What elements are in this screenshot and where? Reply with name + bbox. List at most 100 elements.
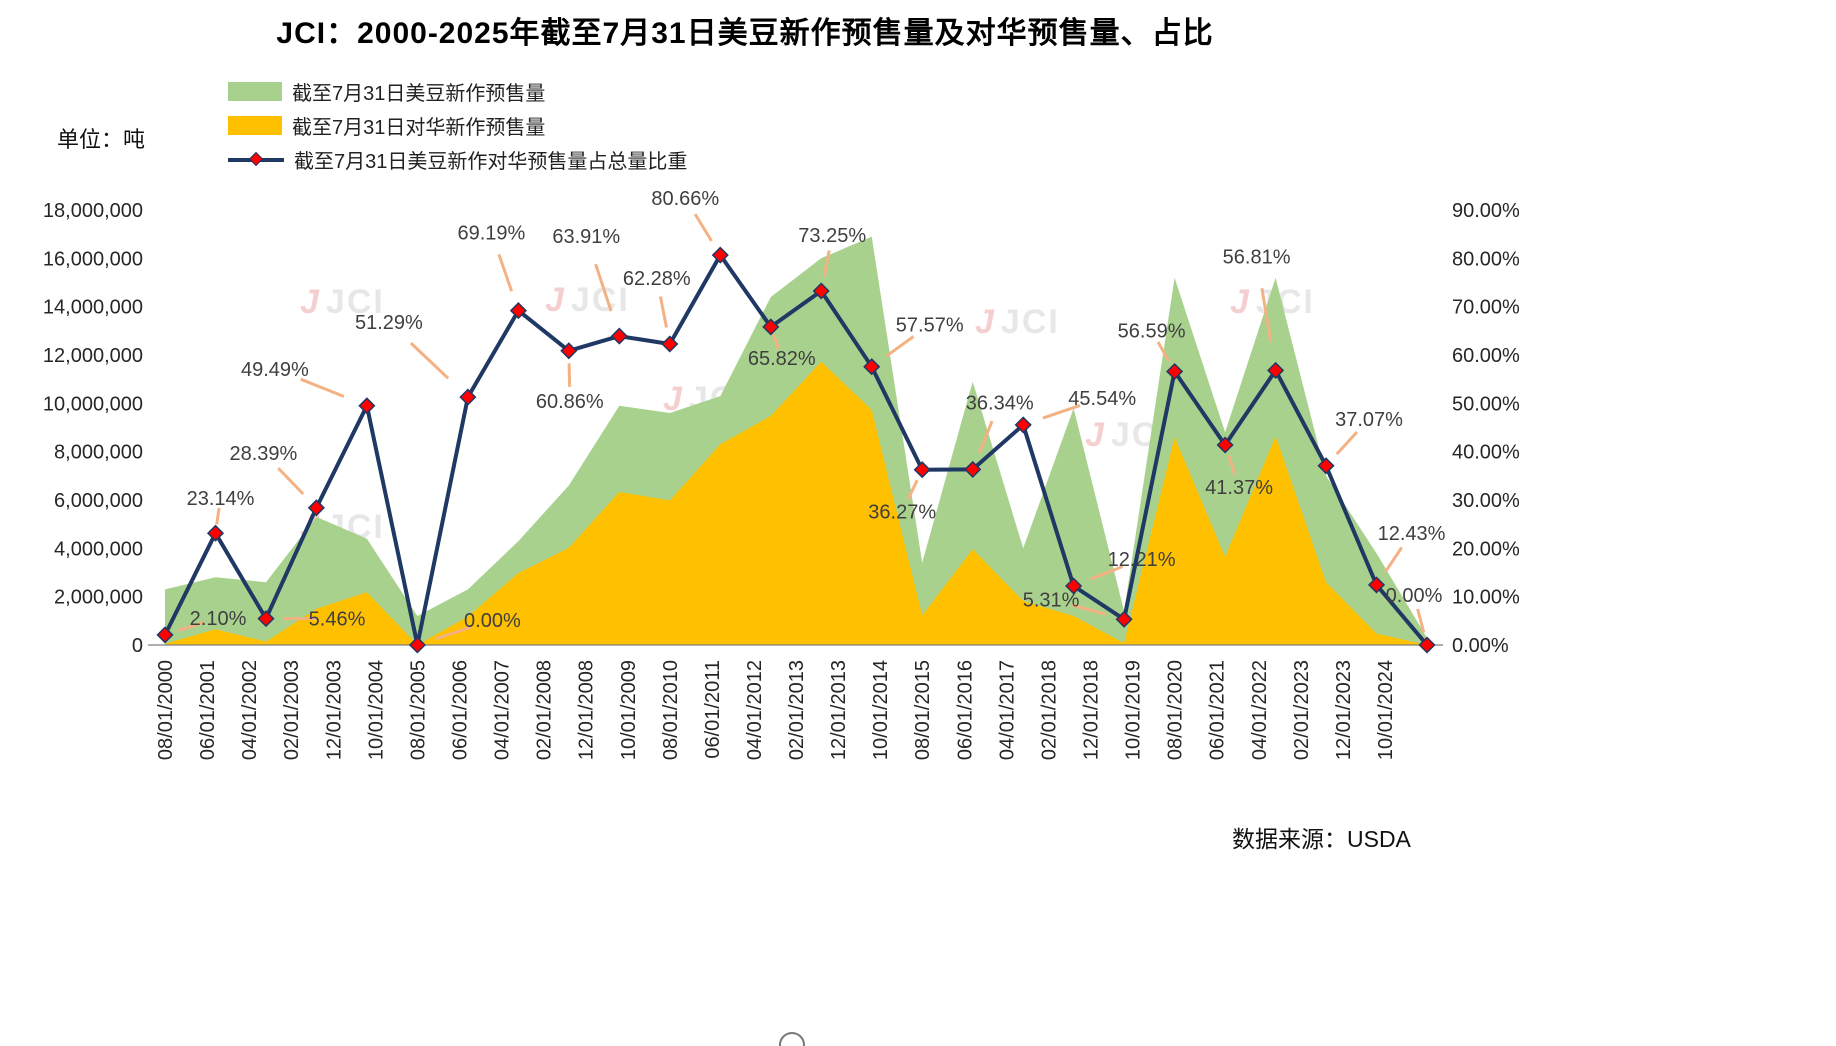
left-axis-tick-label: 14,000,000 xyxy=(43,297,143,319)
data-label-leader xyxy=(1071,603,1107,616)
data-label-leader xyxy=(277,467,305,496)
x-axis-tick-label: 04/01/2022 xyxy=(1249,660,1271,760)
watermark-text: JCI xyxy=(570,281,630,319)
data-label-leader xyxy=(1042,403,1081,420)
right-axis-tick-label: 50.00% xyxy=(1452,393,1520,415)
legend-swatch-china-presales xyxy=(228,116,282,135)
share-marker-diamond xyxy=(307,499,325,517)
right-axis-tick-label: 30.00% xyxy=(1452,490,1520,512)
x-axis-tick-label: 12/01/2018 xyxy=(1081,660,1103,760)
right-axis-tick-label: 60.00% xyxy=(1452,345,1520,367)
x-axis-tick-label: 06/01/2006 xyxy=(449,660,471,760)
watermark-text: JCI xyxy=(1000,303,1060,341)
x-axis-tick-label: 10/01/2019 xyxy=(1123,660,1145,760)
data-label-leader xyxy=(772,334,781,350)
data-label-leader xyxy=(1416,608,1426,633)
share-marker-diamond xyxy=(1367,576,1386,594)
data-label-leader xyxy=(300,377,345,398)
share-data-label: 51.29% xyxy=(355,312,423,334)
share-data-label: 60.86% xyxy=(536,391,604,413)
legend-label-total-presales: 截至7月31日美豆新作预售量 xyxy=(292,83,546,105)
share-marker-diamond xyxy=(1115,610,1133,628)
x-axis-tick-label: 02/01/2008 xyxy=(534,660,556,760)
data-label-leader xyxy=(1335,430,1359,456)
right-axis-tick-label: 90.00% xyxy=(1452,200,1520,222)
data-label-leader xyxy=(693,213,713,242)
share-data-label: 2.10% xyxy=(190,608,247,630)
share-marker-diamond xyxy=(206,524,225,542)
data-source-label: 数据来源：USDA xyxy=(1232,826,1411,852)
left-axis-tick-label: 6,000,000 xyxy=(54,490,143,512)
data-label-leader xyxy=(435,625,472,641)
watermark-j-icon: J xyxy=(1230,283,1251,321)
x-axis-tick-label: 12/01/2003 xyxy=(323,660,345,760)
x-axis-tick-label: 02/01/2018 xyxy=(1038,660,1060,760)
share-data-label: 28.39% xyxy=(229,443,297,465)
share-data-label: 36.34% xyxy=(966,392,1034,414)
legend-swatch-china-share xyxy=(228,150,284,169)
share-data-label: 36.27% xyxy=(868,502,936,524)
share-data-label: 65.82% xyxy=(748,348,816,370)
data-label-leader xyxy=(215,507,221,525)
right-axis-tick-label: 70.00% xyxy=(1452,297,1520,319)
share-marker-diamond xyxy=(1418,636,1436,654)
watermark-j-icon: J xyxy=(300,283,321,321)
share-marker-diamond xyxy=(1216,436,1234,454)
share-data-label: 0.00% xyxy=(464,610,521,632)
left-axis-tick-label: 0 xyxy=(132,635,143,657)
x-axis-tick-label: 06/01/2011 xyxy=(702,660,724,759)
share-marker-diamond xyxy=(913,461,931,479)
legend-label-china-presales: 截至7月31日对华新作预售量 xyxy=(292,117,546,139)
share-marker-diamond xyxy=(358,397,376,415)
share-data-label: 0.00% xyxy=(1386,585,1443,607)
right-axis-tick-label: 10.00% xyxy=(1452,587,1520,609)
x-axis-tick-label: 08/01/2015 xyxy=(912,660,934,760)
left-axis-tick-label: 4,000,000 xyxy=(54,538,143,560)
x-axis-tick-label: 02/01/2003 xyxy=(281,660,303,760)
x-axis-tick-label: 04/01/2002 xyxy=(239,660,261,760)
data-label-leader xyxy=(1156,341,1171,362)
legend-item-total-presales: 截至7月31日美豆新作预售量 xyxy=(228,78,687,105)
share-marker-diamond xyxy=(610,327,628,345)
share-data-label: 80.66% xyxy=(651,188,719,210)
x-axis-tick-label: 12/01/2013 xyxy=(828,660,850,760)
right-axis-tick-label: 40.00% xyxy=(1452,442,1520,464)
share-marker-diamond xyxy=(156,626,174,644)
share-marker-diamond xyxy=(762,318,780,336)
left-axis-tick-label: 16,000,000 xyxy=(43,248,143,270)
share-data-label: 37.07% xyxy=(1335,409,1403,431)
share-marker-diamond xyxy=(1267,361,1285,379)
data-label-leader xyxy=(1227,455,1237,476)
share-marker-diamond xyxy=(509,302,527,320)
chart-title: JCI：2000-2025年截至7月31日美豆新作预售量及对华预售量、占比 xyxy=(276,17,1214,50)
share-marker-diamond xyxy=(459,388,477,406)
watermark-text: JCI xyxy=(325,283,385,321)
share-data-label: 12.43% xyxy=(1378,523,1446,545)
share-marker-diamond xyxy=(1065,577,1083,595)
right-axis-tick-label: 20.00% xyxy=(1452,538,1520,560)
x-axis-tick-label: 02/01/2023 xyxy=(1291,660,1313,760)
x-axis-tick-label: 04/01/2007 xyxy=(492,660,514,760)
x-axis-tick-label: 08/01/2010 xyxy=(660,660,682,760)
watermark-j-icon: J xyxy=(975,303,996,341)
right-axis-tick-label: 0.00% xyxy=(1452,635,1509,657)
share-data-label: 56.59% xyxy=(1118,321,1186,343)
share-data-label: 69.19% xyxy=(457,223,525,245)
legend-swatch-total-presales xyxy=(228,82,282,101)
legend-item-china-presales: 截至7月31日对华新作预售量 xyxy=(228,112,687,139)
share-marker-diamond xyxy=(560,342,578,360)
right-axis-tick-label: 80.00% xyxy=(1452,248,1520,270)
data-label-leader xyxy=(978,420,994,454)
x-axis-tick-label: 06/01/2001 xyxy=(197,660,219,760)
share-marker-diamond xyxy=(1166,362,1184,381)
data-label-leader xyxy=(822,250,831,278)
share-marker-diamond xyxy=(964,460,982,478)
left-axis-tick-label: 8,000,000 xyxy=(54,442,143,464)
share-data-label: 73.25% xyxy=(798,225,866,247)
x-axis-tick-label: 12/01/2008 xyxy=(576,660,598,760)
data-label-leader xyxy=(594,263,613,312)
